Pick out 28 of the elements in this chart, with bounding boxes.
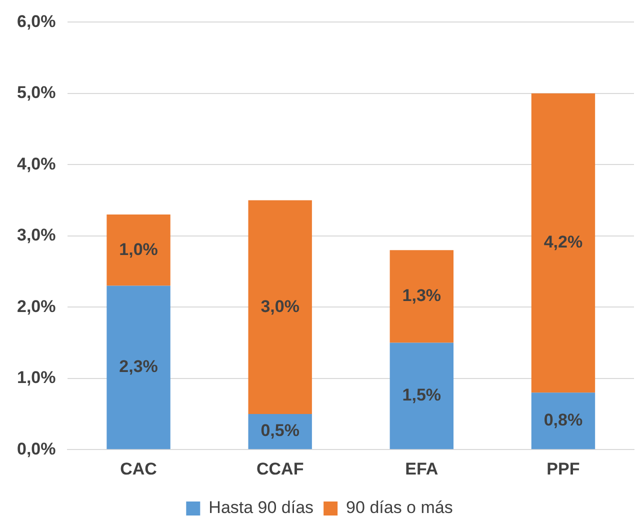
x-tick-label: EFA — [405, 459, 438, 478]
legend-label: 90 días o más — [346, 498, 453, 518]
y-tick-label: 4,0% — [17, 154, 56, 174]
data-label: 1,3% — [402, 286, 442, 306]
x-tick-label: PPF — [546, 459, 580, 478]
data-label: 1,5% — [402, 386, 442, 405]
bar — [531, 392, 596, 450]
bar — [390, 342, 454, 450]
y-tick-label: 5,0% — [17, 83, 56, 102]
data-label: 3,0% — [260, 296, 300, 316]
y-tick-label: 3,0% — [17, 226, 56, 245]
legend-label: Hasta 90 días — [208, 498, 314, 518]
data-label: 1,0% — [119, 240, 158, 259]
x-tick-label: CAC — [120, 459, 157, 478]
y-tick-label: 2,0% — [17, 296, 56, 316]
bar — [531, 93, 596, 393]
y-tick-label: 0,0% — [17, 439, 56, 458]
data-label: 2,3% — [119, 357, 158, 376]
data-label: 0,8% — [544, 410, 583, 430]
bar — [106, 214, 170, 286]
y-tick-label: 6,0% — [17, 12, 56, 31]
bar — [390, 250, 454, 343]
x-tick-label: CCAF — [256, 459, 304, 478]
data-label: 4,2% — [544, 232, 583, 252]
data-label: 0,5% — [260, 421, 300, 440]
y-tick-label: 1,0% — [17, 368, 56, 388]
bar — [248, 200, 312, 414]
bar — [106, 286, 170, 450]
